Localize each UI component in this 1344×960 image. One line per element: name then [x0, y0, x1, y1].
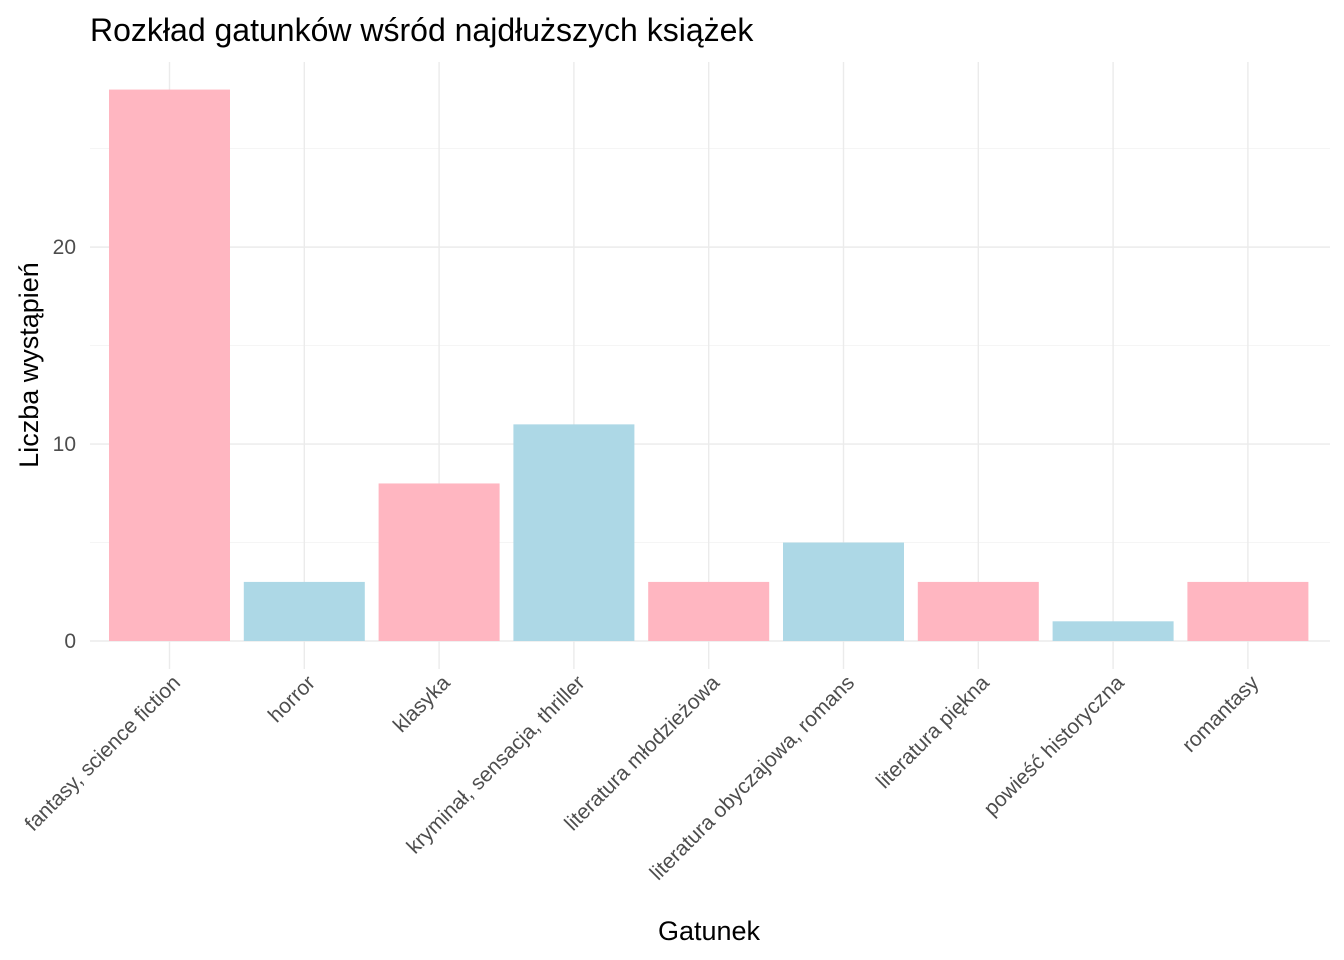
y-axis-title: Liczba wystąpień [14, 262, 44, 468]
x-tick-label: klasyka [389, 671, 455, 737]
x-axis-title: Gatunek [658, 916, 761, 946]
bar-4 [648, 581, 770, 641]
y-tick-label: 0 [64, 630, 76, 653]
bar-5 [783, 542, 904, 641]
x-tick-label: fantasy, science fiction [20, 671, 185, 836]
x-axis-ticks: fantasy, science fiction horror klasykakry… [20, 671, 1263, 885]
x-tick-label: literatura młodzieżowa [560, 671, 724, 835]
bar-1 [243, 581, 365, 641]
grid [90, 62, 1330, 669]
y-axis-ticks: 0 10 20 [53, 236, 76, 653]
chart-title: Rozkład gatunków wśród najdłuższych ksią… [90, 12, 754, 48]
bar-7 [1052, 621, 1174, 641]
bar-2 [378, 483, 500, 641]
y-tick-label: 10 [53, 433, 76, 456]
x-tick-label: romantasy [1178, 671, 1264, 757]
bar-0 [109, 89, 230, 642]
bar-8 [1187, 581, 1309, 641]
bar-3 [513, 424, 635, 641]
bar-6 [917, 581, 1039, 641]
x-tick-label: powieść historyczna [979, 671, 1128, 820]
x-tick-label: literatura piękna [872, 671, 994, 793]
y-tick-label: 20 [53, 236, 76, 259]
x-tick-label: horror [264, 671, 320, 727]
bars [109, 89, 1309, 642]
